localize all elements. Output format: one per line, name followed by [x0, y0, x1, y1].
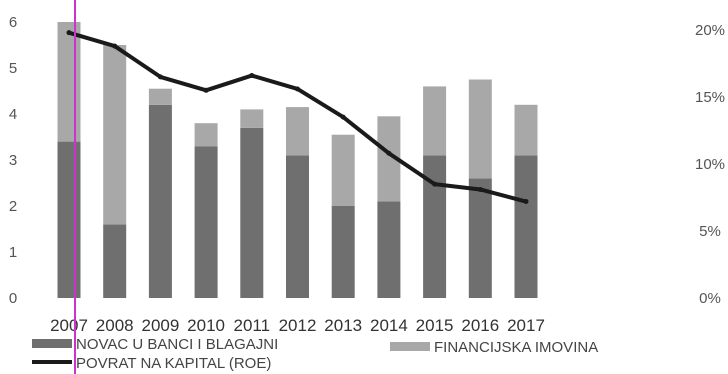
legend: NOVAC U BANCI I BLAGAJNI FINANCIJSKA IMOV…: [32, 336, 598, 372]
legend-label-roe: POVRAT NA KAPITAL (ROE): [76, 355, 271, 372]
y-left-tick-label: 3: [9, 152, 17, 169]
x-tick-label: 2015: [416, 316, 454, 335]
right-axis-ticks: 0% 5% 10% 15% 20%: [695, 22, 725, 307]
y-left-tick-label: 1: [9, 244, 17, 261]
bar-novac: [423, 155, 447, 298]
bar-financijska: [331, 134, 355, 206]
roe-line-series: [66, 30, 529, 205]
bar-novac: [57, 141, 81, 298]
roe-point: [386, 150, 392, 156]
roe-point: [523, 199, 529, 205]
y-right-tick-label: 10%: [695, 156, 725, 173]
legend-label-financijska: FINANCIJSKA IMOVINA: [434, 339, 598, 356]
bar-financijska: [377, 116, 401, 202]
bar-financijska: [514, 104, 538, 156]
x-axis-ticks: 2007 2008 2009 2010 2011 2012 2013 2014 2015 2016…: [50, 316, 545, 335]
x-tick-label: 2014: [370, 316, 408, 335]
y-right-tick-label: 0%: [699, 290, 721, 307]
roe-point: [340, 114, 346, 120]
bar-financijska: [148, 88, 172, 105]
y-right-tick-label: 15%: [695, 89, 725, 106]
bar-financijska: [286, 107, 309, 156]
roe-point: [203, 87, 209, 93]
x-tick-label: 2011: [234, 316, 271, 335]
left-axis-ticks: 0 1 2 3 4 5 6: [9, 14, 17, 307]
roe-point: [157, 74, 163, 80]
bar-novac: [103, 224, 127, 298]
bar-novac: [468, 178, 492, 298]
bar-financijska: [103, 45, 127, 225]
x-tick-label: 2012: [279, 316, 317, 335]
x-tick-label: 2013: [324, 316, 362, 335]
x-tick-label: 2016: [461, 316, 499, 335]
bar-financijska: [423, 86, 447, 156]
roe-point: [477, 186, 483, 192]
y-left-tick-label: 0: [9, 290, 17, 307]
y-right-tick-label: 5%: [699, 223, 721, 240]
bar-novac: [377, 201, 401, 298]
x-tick-label: 2017: [507, 316, 545, 335]
roe-point: [112, 43, 118, 49]
y-left-tick-label: 5: [9, 60, 17, 77]
bar-financijska: [468, 79, 492, 179]
y-left-tick-label: 2: [9, 198, 17, 215]
x-tick-label: 2008: [96, 316, 134, 335]
bar-novac: [286, 155, 309, 298]
x-tick-label: 2009: [141, 316, 179, 335]
roe-point: [249, 73, 255, 79]
bar-novac: [194, 146, 218, 298]
legend-swatch-financijska: [390, 342, 430, 351]
y-right-tick-label: 20%: [695, 22, 725, 39]
roe-point: [295, 86, 300, 92]
bar-novac: [331, 206, 355, 298]
roe-point: [432, 181, 438, 187]
bar-financijska: [240, 109, 264, 128]
bar-novac: [240, 127, 264, 298]
bar-novac: [514, 155, 538, 298]
y-left-tick-label: 4: [9, 106, 17, 123]
x-tick-label: 2007: [50, 316, 88, 335]
bar-financijska: [194, 123, 218, 147]
y-left-tick-label: 6: [9, 14, 17, 31]
bar-novac: [148, 104, 172, 298]
x-tick-label: 2010: [187, 316, 225, 335]
roe-point: [66, 30, 72, 36]
bar-financijska: [57, 22, 81, 142]
legend-label-novac: NOVAC U BANCI I BLAGAJNI: [76, 336, 278, 353]
bar-series: [57, 22, 538, 298]
legend-swatch-novac: [32, 339, 72, 348]
